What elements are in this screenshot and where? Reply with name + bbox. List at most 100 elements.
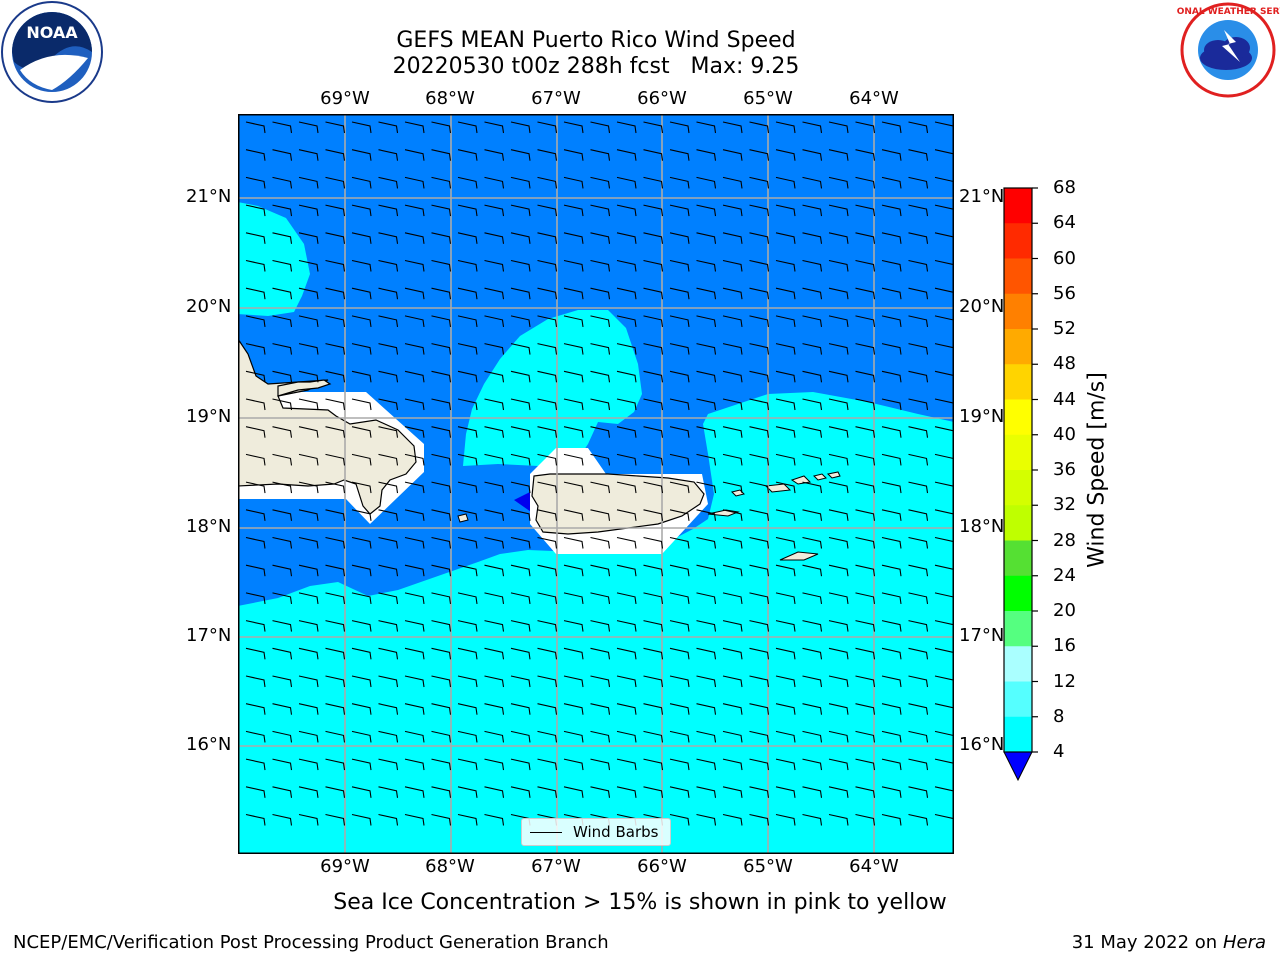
- map-legend: Wind Barbs: [521, 818, 671, 846]
- wind-barb: [298, 426, 319, 438]
- wind-barb: [351, 149, 372, 161]
- wind-barb: [590, 453, 611, 466]
- footer-credit: NCEP/EMC/Verification Post Processing Pr…: [13, 932, 609, 953]
- wind-barb: [351, 343, 372, 355]
- wind-barb: [643, 232, 664, 244]
- wind-barb: [457, 703, 478, 715]
- lon-label-top: 69°W: [320, 88, 370, 109]
- wind-barb: [828, 786, 849, 798]
- wind-barb: [351, 232, 372, 244]
- wind-barb: [431, 370, 452, 383]
- lon-label-top: 67°W: [531, 88, 581, 109]
- wind-barb: [537, 703, 558, 715]
- wind-barb: [802, 564, 823, 577]
- wind-barb: [325, 204, 346, 217]
- wind-barb: [669, 176, 690, 189]
- wind-barb: [404, 204, 425, 217]
- wind-barb: [298, 758, 319, 771]
- wind-barb: [908, 813, 929, 826]
- wind-barb: [749, 703, 770, 715]
- wind-barb: [669, 149, 690, 161]
- wind-barb: [855, 647, 876, 660]
- wind-barb: [616, 536, 637, 549]
- wind-barb: [616, 176, 637, 189]
- wind-barb: [298, 176, 319, 189]
- wind-barb: [351, 620, 372, 632]
- wind-barb: [510, 315, 531, 327]
- wind-barb: [669, 536, 690, 549]
- colorbar-cell: [1004, 470, 1032, 506]
- wind-barb: [749, 647, 770, 660]
- wind-barb: [484, 121, 505, 134]
- wind-barb: [643, 730, 664, 743]
- wind-barb: [643, 204, 664, 217]
- wind-barb: [934, 536, 953, 546]
- wind-barb: [510, 149, 531, 161]
- wind-barb: [908, 786, 929, 798]
- wind-barb: [749, 453, 770, 466]
- wind-barb: [616, 647, 637, 660]
- wind-barb: [351, 564, 372, 577]
- wind-barb: [325, 176, 346, 189]
- wind-barb: [934, 481, 953, 490]
- wind-barb: [298, 703, 319, 715]
- wind-barb: [325, 259, 346, 272]
- wind-barb: [537, 343, 558, 355]
- wind-barb: [616, 786, 637, 798]
- wind-barb: [802, 592, 823, 604]
- wind-barb: [696, 730, 717, 743]
- wind-barb: [802, 149, 823, 161]
- wind-barb: [245, 675, 266, 688]
- wind-barb: [855, 232, 876, 244]
- wind-barb: [325, 647, 346, 660]
- wind-barb: [855, 259, 876, 272]
- wind-barb: [537, 564, 558, 577]
- wind-barb: [298, 786, 319, 798]
- wind-barb: [696, 703, 717, 715]
- wind-barb: [802, 398, 823, 411]
- wind-barb: [669, 426, 690, 438]
- wind-barb: [431, 758, 452, 771]
- wind-barb: [775, 730, 796, 743]
- wind-barb: [510, 703, 531, 715]
- wind-speed-map: [238, 114, 954, 854]
- wind-barb: [351, 813, 372, 826]
- wind-barb: [484, 453, 505, 466]
- wind-barb: [484, 675, 505, 688]
- wind-barb: [351, 758, 372, 771]
- wind-barb: [669, 287, 690, 300]
- wind-barb: [908, 564, 929, 577]
- wind-barb: [431, 509, 452, 521]
- wind-barb: [351, 398, 372, 411]
- wind-barb: [404, 786, 425, 798]
- wind-barb: [431, 453, 452, 466]
- wind-barb: [669, 730, 690, 743]
- wind-barb: [934, 592, 953, 601]
- wind-barb: [696, 620, 717, 632]
- wind-barb: [404, 564, 425, 577]
- wind-barb: [431, 149, 452, 161]
- wind-barb: [272, 620, 293, 632]
- wind-barb: [404, 343, 425, 355]
- wind-barb: [828, 343, 849, 355]
- wind-barb: [669, 647, 690, 660]
- wind-barb: [775, 786, 796, 798]
- colorbar-tick-label: 4: [1053, 741, 1065, 762]
- wind-barb: [696, 813, 717, 826]
- wind-barb: [908, 703, 929, 715]
- wind-barb: [378, 287, 399, 300]
- wind-barb: [404, 813, 425, 826]
- wind-barb: [828, 370, 849, 383]
- wind-barb: [325, 564, 346, 577]
- wind-barb: [696, 675, 717, 688]
- wind-barb: [643, 536, 664, 549]
- wind-barb: [934, 204, 953, 213]
- wind-barb: [510, 204, 531, 217]
- wind-barb: [457, 509, 478, 521]
- wind-barb: [643, 176, 664, 189]
- wind-barb: [881, 481, 902, 494]
- wind-barb: [245, 426, 266, 438]
- wind-barb: [563, 536, 584, 549]
- wind-barb: [749, 481, 770, 494]
- wind-barb: [775, 592, 796, 604]
